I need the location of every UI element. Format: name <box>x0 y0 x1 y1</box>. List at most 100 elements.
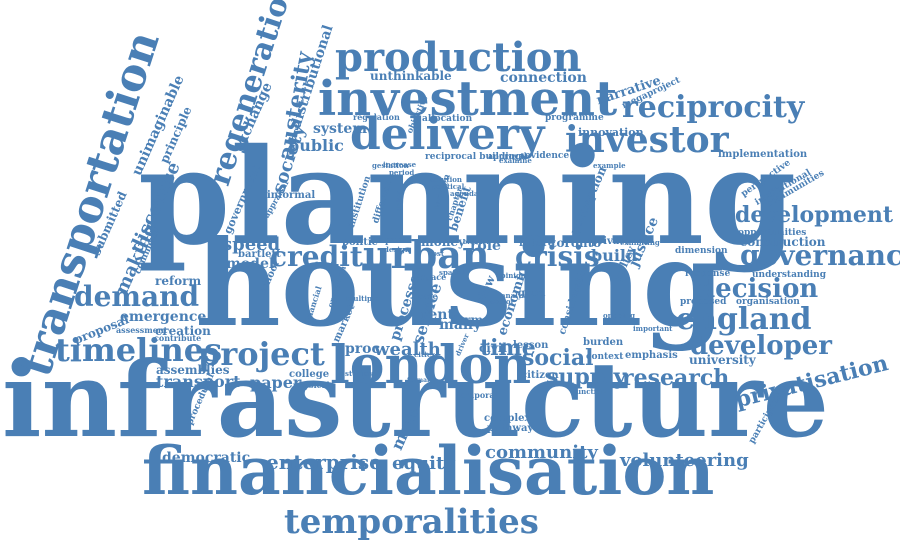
word-delay: delay <box>394 191 403 212</box>
word-housing: housing <box>195 214 725 353</box>
word-university: university <box>689 353 756 367</box>
word-civil: civil <box>479 341 507 355</box>
word-approval: approval <box>488 151 527 161</box>
word-research: research <box>622 365 730 391</box>
word-studies: studies <box>345 369 374 378</box>
word-construction: construction <box>740 235 826 249</box>
word-system: system <box>313 121 368 137</box>
word-emphasis: emphasis <box>625 350 678 361</box>
word-unthinkable: unthinkable <box>370 69 452 83</box>
word-sector: sector <box>490 297 515 306</box>
word-cost: cost <box>428 249 445 258</box>
word-social: social <box>522 345 594 371</box>
word-many: many <box>439 317 482 333</box>
word-investment: investment <box>318 71 618 127</box>
word-emergence: emergence <box>120 309 207 325</box>
word-financialisation: financialisation <box>142 432 715 510</box>
word-role: role <box>470 238 501 254</box>
word-function: function <box>573 387 607 396</box>
word-development: development <box>735 202 894 228</box>
word-spatial: spatial <box>439 268 466 277</box>
word-connection: connection <box>500 70 587 86</box>
word-democratic: democratic <box>162 450 251 466</box>
word-governance: governance <box>740 239 900 272</box>
word-reciprocity: reciprocity <box>622 90 805 125</box>
word-broader: broader <box>463 239 490 246</box>
word-bartlett: bartlett <box>238 249 281 260</box>
word-wealth: wealth <box>374 339 441 360</box>
word-analyse: analyse <box>501 291 531 300</box>
word-lesson: lesson <box>513 340 549 351</box>
word-investor: investor <box>565 119 729 161</box>
word-regulation: regulation <box>353 112 400 122</box>
word-transport: transport <box>156 372 241 391</box>
word-example: example <box>593 161 626 170</box>
word-project: project <box>198 335 325 373</box>
word-case: case <box>418 291 438 301</box>
word-opinion: opinion <box>496 271 526 280</box>
word-gestation: gestation <box>372 161 409 170</box>
word-cities: cities <box>414 350 436 359</box>
word-production: production <box>335 34 582 81</box>
word-enterprise: enterprise <box>266 450 382 474</box>
word-assemblies: assemblies <box>156 363 230 377</box>
word-exhibiting: exhibiting <box>620 238 660 247</box>
word-temporalities: temporalities <box>284 502 539 542</box>
word-college: college <box>289 369 330 380</box>
word-ongoing: ongoing <box>603 311 635 320</box>
word-money: money <box>421 235 466 249</box>
word-proc: proc <box>345 341 381 357</box>
word-dimension: dimension <box>675 246 728 256</box>
word-rent: rent <box>421 307 454 323</box>
word-volunteering: volunteering <box>620 450 749 471</box>
word-good: good <box>518 288 546 299</box>
word-programme: programme <box>545 113 604 123</box>
word-burden: burden <box>583 337 624 348</box>
word-model: model <box>226 256 275 272</box>
word-urban: urban <box>363 232 490 277</box>
word-time: time <box>480 335 536 361</box>
word-politic: politic <box>342 237 378 248</box>
word-speed: speed <box>222 234 281 255</box>
word-examine: examine <box>499 156 532 165</box>
word-understanding: understanding <box>752 270 826 280</box>
word-proposed: proposed <box>680 297 727 307</box>
word-important: important <box>633 324 673 333</box>
word-temporal: temporal <box>457 390 498 400</box>
word-complex: complex <box>484 413 531 424</box>
word-design: design <box>384 245 410 254</box>
word-contribute: contribute <box>154 333 202 343</box>
word-solution: solution <box>430 175 463 184</box>
word-informal: informal <box>267 190 316 201</box>
word-infrastructure: infrastructure <box>2 338 829 461</box>
word-supply: supply <box>546 364 627 390</box>
word-implementation: implementation <box>718 149 808 160</box>
word-crisis: crisis <box>515 240 600 273</box>
word-community: community <box>485 442 598 463</box>
word-period: period <box>389 168 415 177</box>
word-england: england <box>676 302 812 337</box>
word-multiple: multiple <box>346 294 380 303</box>
word-allocation: allocation <box>422 114 473 124</box>
word-creation: creation <box>155 324 211 338</box>
word-context: context <box>586 352 624 362</box>
word-toronto: toronto <box>551 236 602 250</box>
word-planning: planning <box>138 120 797 275</box>
word-evidence: evidence <box>525 151 570 161</box>
word-reform: reform <box>155 274 202 288</box>
word-agenda: agenda <box>450 189 479 198</box>
word-london: london <box>330 335 532 396</box>
word-form: form <box>451 313 484 327</box>
word-paper: paper <box>250 373 302 392</box>
word-citizen: citizen <box>521 370 559 381</box>
word-increase: increase <box>383 160 417 169</box>
word-future: future <box>519 238 555 249</box>
word-pathway: pathway <box>487 423 534 434</box>
word-delivery: delivery <box>350 109 545 160</box>
word-public: public <box>288 136 344 155</box>
word-response: response <box>685 269 731 279</box>
word-reciprocal-building: reciprocal building <box>425 152 522 162</box>
word-innovation: innovation <box>578 126 644 139</box>
word-assessment: assessment <box>116 325 168 335</box>
